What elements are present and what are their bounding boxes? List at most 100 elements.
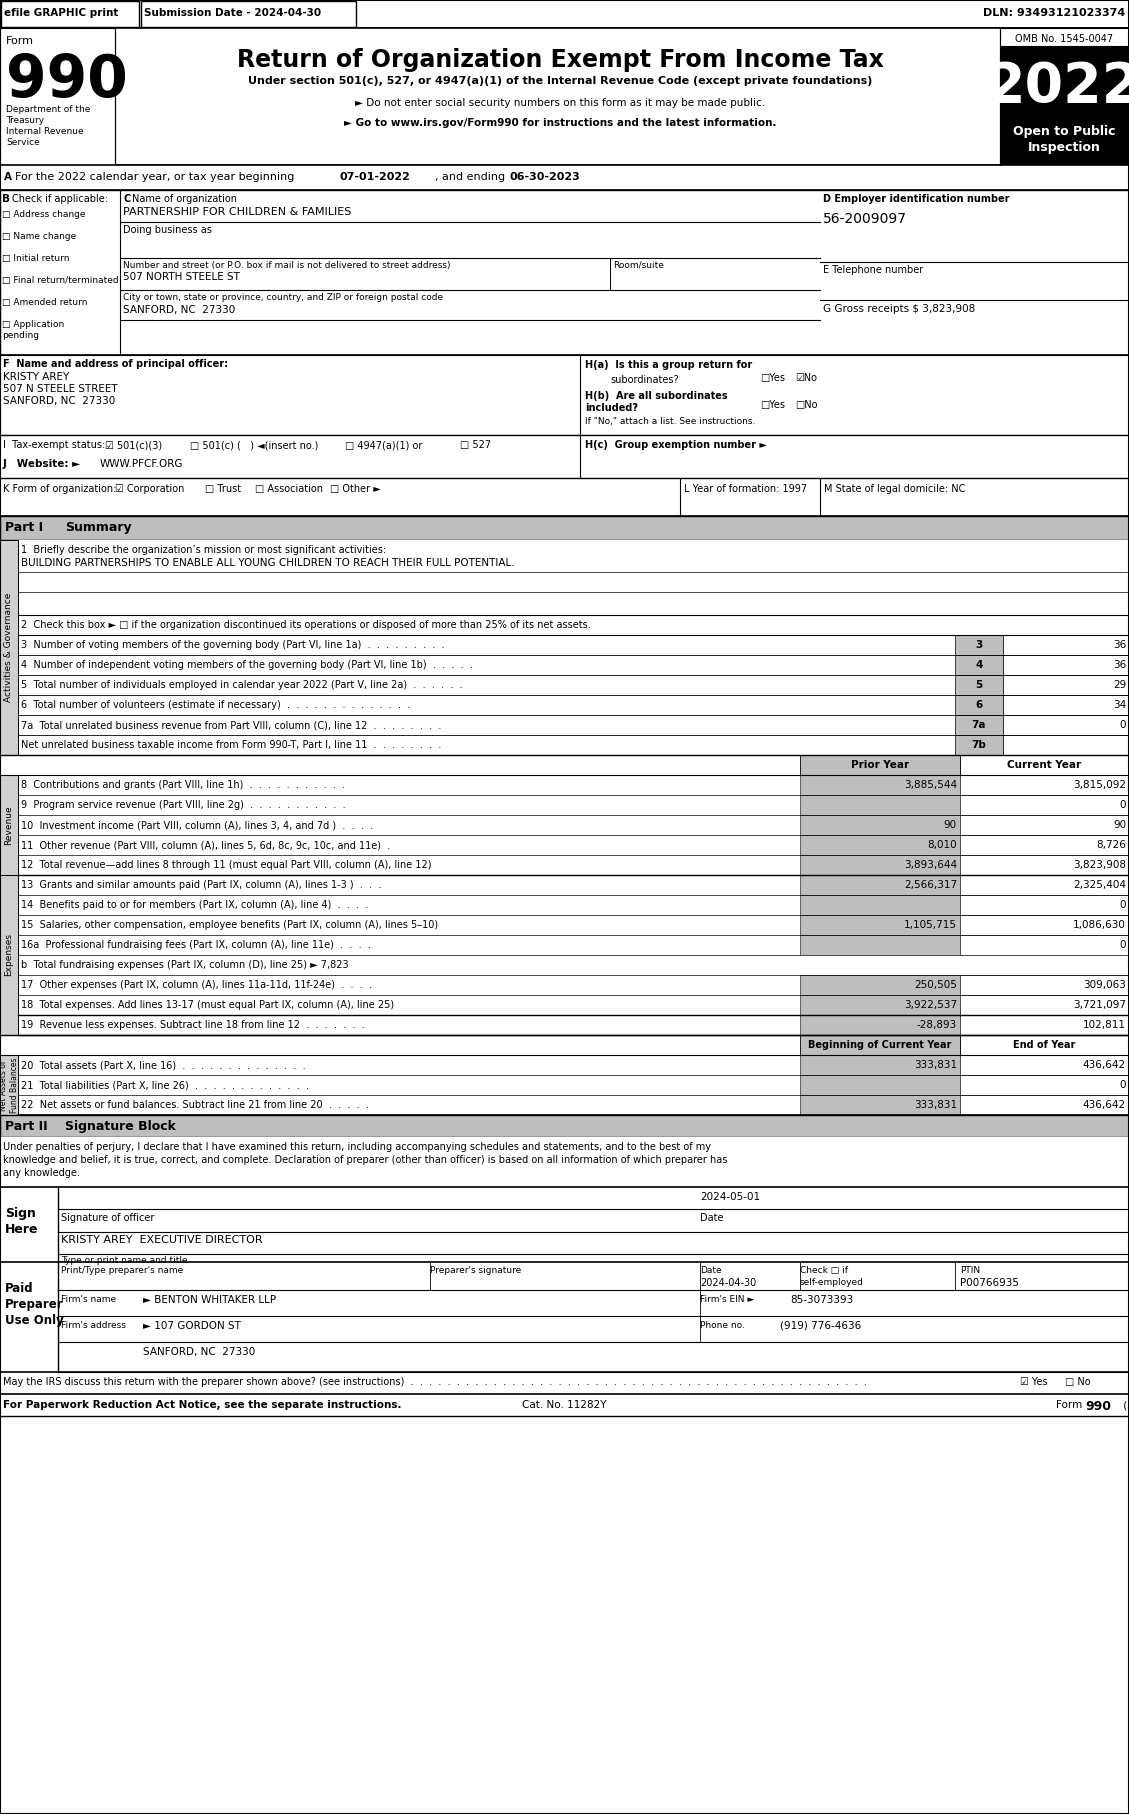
Bar	[800, 854, 960, 874]
Text: If "No," attach a list. See instructions.: If "No," attach a list. See instructions…	[585, 417, 755, 426]
Text: I  Tax-exempt status:: I Tax-exempt status:	[3, 441, 105, 450]
Text: 17  Other expenses (Part IX, column (A), lines 11a-11d, 11f-24e)  .  .  .  .: 17 Other expenses (Part IX, column (A), …	[21, 980, 371, 990]
Text: Firm's EIN ►: Firm's EIN ►	[700, 1295, 754, 1304]
Text: -28,893: -28,893	[917, 1019, 957, 1030]
Text: City or town, state or province, country, and ZIP or foreign postal code: City or town, state or province, country…	[123, 294, 443, 301]
Text: ☑ Corporation: ☑ Corporation	[115, 484, 184, 493]
Bar	[0, 190, 1129, 356]
Text: 15  Salaries, other compensation, employee benefits (Part IX, column (A), lines : 15 Salaries, other compensation, employe…	[21, 920, 438, 931]
Bar	[800, 914, 960, 934]
Bar	[960, 814, 1129, 834]
Text: 56-2009097: 56-2009097	[823, 212, 907, 227]
Text: 90: 90	[1113, 820, 1126, 831]
Text: 19  Revenue less expenses. Subtract line 18 from line 12  .  .  .  .  .  .  .: 19 Revenue less expenses. Subtract line …	[21, 1019, 365, 1030]
Text: □Yes: □Yes	[760, 374, 785, 383]
Text: ☑No: ☑No	[795, 374, 817, 383]
Text: F  Name and address of principal officer:: F Name and address of principal officer:	[3, 359, 228, 368]
Text: knowledge and belief, it is true, correct, and complete. Declaration of preparer: knowledge and belief, it is true, correc…	[3, 1156, 727, 1165]
Text: 10  Investment income (Part VIII, column (A), lines 3, 4, and 7d )  .  .  .  .: 10 Investment income (Part VIII, column …	[21, 820, 373, 831]
Bar	[800, 894, 960, 914]
Text: 2,566,317: 2,566,317	[904, 880, 957, 891]
Text: KRISTY AREY  EXECUTIVE DIRECTOR: KRISTY AREY EXECUTIVE DIRECTOR	[61, 1235, 263, 1244]
Text: □ Amended return: □ Amended return	[2, 297, 88, 307]
Text: 4  Number of independent voting members of the governing body (Part VI, line 1b): 4 Number of independent voting members o…	[21, 660, 473, 669]
Bar	[18, 874, 1129, 894]
Text: Beginning of Current Year: Beginning of Current Year	[808, 1039, 952, 1050]
Bar	[0, 27, 115, 165]
Bar	[18, 954, 1129, 974]
Bar	[18, 1096, 1129, 1116]
Text: Sign
Here: Sign Here	[5, 1206, 38, 1235]
Text: 990: 990	[6, 53, 128, 109]
Text: Form: Form	[1056, 1400, 1085, 1409]
Bar	[960, 934, 1129, 954]
Bar	[18, 775, 1129, 795]
Bar	[18, 615, 1129, 635]
Text: H(c)  Group exemption number ►: H(c) Group exemption number ►	[585, 441, 767, 450]
Bar	[0, 1186, 58, 1263]
Text: □Yes: □Yes	[760, 401, 785, 410]
Bar	[0, 1263, 58, 1371]
Bar	[1000, 120, 1129, 165]
Text: 2  Check this box ► □ if the organization discontinued its operations or dispose: 2 Check this box ► □ if the organization…	[21, 620, 590, 629]
Bar	[955, 675, 1003, 695]
Text: Signature of officer: Signature of officer	[61, 1214, 155, 1223]
Text: 3,893,644: 3,893,644	[904, 860, 957, 871]
Bar	[18, 735, 1129, 755]
Bar	[0, 1036, 1129, 1056]
Bar	[955, 695, 1003, 715]
Text: Room/suite: Room/suite	[613, 261, 664, 270]
Text: SANFORD, NC  27330: SANFORD, NC 27330	[143, 1348, 255, 1357]
Bar	[800, 775, 960, 795]
Text: 29: 29	[1113, 680, 1126, 689]
Text: □ Address change: □ Address change	[2, 210, 86, 219]
Text: □ Initial return: □ Initial return	[2, 254, 70, 263]
Bar	[800, 1036, 960, 1056]
Text: Open to Public
Inspection: Open to Public Inspection	[1013, 125, 1115, 154]
Bar	[18, 635, 1129, 655]
Text: □ Name change: □ Name change	[2, 232, 77, 241]
Bar	[1000, 45, 1129, 120]
Bar	[0, 0, 1129, 27]
Bar	[955, 715, 1003, 735]
Text: b  Total fundraising expenses (Part IX, column (D), line 25) ► 7,823: b Total fundraising expenses (Part IX, c…	[21, 960, 349, 970]
Text: Name of organization: Name of organization	[132, 194, 237, 203]
Text: □ Application
pending: □ Application pending	[2, 319, 64, 339]
Text: 14  Benefits paid to or for members (Part IX, column (A), line 4)  .  .  .  .: 14 Benefits paid to or for members (Part…	[21, 900, 368, 911]
Bar	[960, 834, 1129, 854]
Bar	[18, 974, 1129, 996]
Bar	[960, 914, 1129, 934]
Bar	[18, 541, 1129, 615]
Text: □ Association: □ Association	[255, 484, 323, 493]
Text: □ No: □ No	[1065, 1377, 1091, 1388]
Text: (919) 776-4636: (919) 776-4636	[780, 1321, 861, 1331]
Bar	[1, 2, 139, 27]
Bar	[0, 541, 18, 755]
Bar	[800, 934, 960, 954]
Text: 3,823,908: 3,823,908	[1073, 860, 1126, 871]
Text: 34: 34	[1113, 700, 1126, 709]
Bar	[18, 1076, 1129, 1096]
Text: 333,831: 333,831	[913, 1099, 957, 1110]
Bar	[960, 1036, 1129, 1056]
Text: ☑ Yes: ☑ Yes	[1019, 1377, 1048, 1388]
Bar	[1003, 735, 1129, 755]
Bar	[0, 27, 1129, 165]
Text: 1  Briefly describe the organization’s mission or most significant activities:: 1 Briefly describe the organization’s mi…	[21, 544, 386, 555]
Bar	[960, 1016, 1129, 1036]
Text: 250,505: 250,505	[914, 980, 957, 990]
Text: 8,726: 8,726	[1096, 840, 1126, 851]
Text: G Gross receipts $ 3,823,908: G Gross receipts $ 3,823,908	[823, 305, 975, 314]
Text: 4: 4	[975, 660, 982, 669]
Text: ► 107 GORDON ST: ► 107 GORDON ST	[143, 1321, 240, 1331]
Text: Part I: Part I	[5, 521, 43, 533]
Text: any knowledge.: any knowledge.	[3, 1168, 80, 1177]
Text: Department of the
Treasury
Internal Revenue
Service: Department of the Treasury Internal Reve…	[6, 105, 90, 147]
Text: Prior Year: Prior Year	[851, 760, 909, 769]
Bar	[960, 1076, 1129, 1096]
Text: DLN: 93493121023374: DLN: 93493121023374	[982, 7, 1124, 18]
Text: E Telephone number: E Telephone number	[823, 265, 924, 276]
Bar	[18, 914, 1129, 934]
Bar	[0, 515, 1129, 541]
Text: Under section 501(c), 527, or 4947(a)(1) of the Internal Revenue Code (except pr: Under section 501(c), 527, or 4947(a)(1)…	[247, 76, 873, 85]
